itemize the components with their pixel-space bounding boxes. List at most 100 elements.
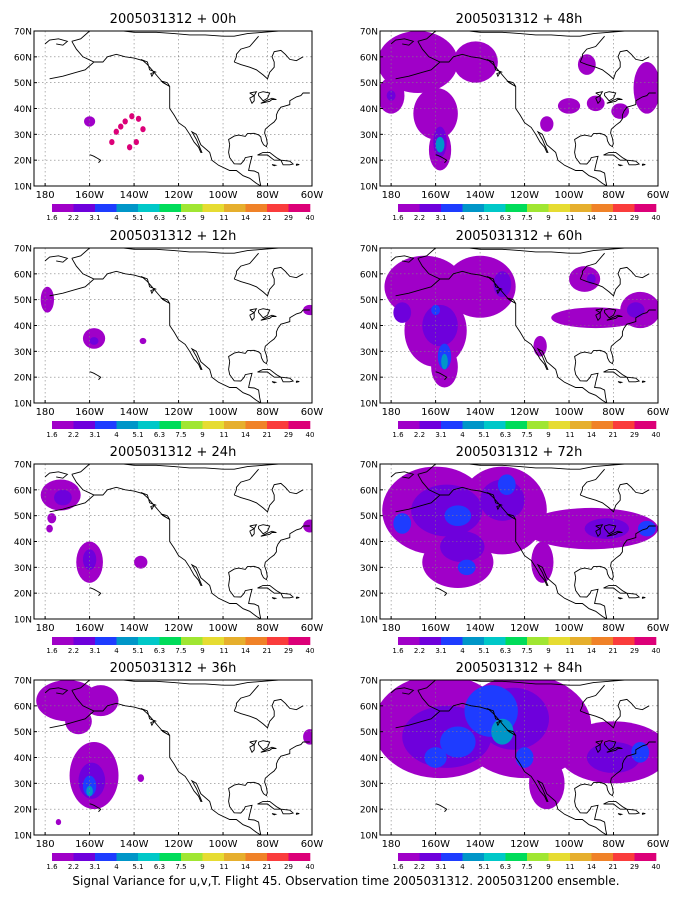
colorbar-swatch [441, 853, 463, 861]
variance-field [36, 680, 312, 826]
colorbar-swatch [52, 853, 74, 861]
colorbar-label: 40 [306, 431, 315, 439]
colorbar-label: 1.6 [392, 647, 404, 655]
x-tick-label: 140W [120, 407, 149, 418]
colorbar-label: 29 [630, 431, 639, 439]
colorbar-swatch [398, 421, 420, 429]
y-tick-label: 70N [360, 245, 378, 255]
y-tick-label: 60N [14, 270, 32, 280]
variance-blob [393, 513, 412, 534]
colorbar-label: 7.5 [175, 431, 186, 439]
variance-blob [441, 353, 448, 370]
colorbar-swatch [224, 853, 246, 861]
colorbar-label: 11 [566, 863, 575, 871]
colorbar-label: 9 [546, 863, 550, 871]
variance-field [84, 113, 146, 151]
panel-title: 2005031312 + 12h [110, 229, 237, 244]
colorbar-label: 2.2 [414, 863, 425, 871]
colorbar-label: 9 [200, 863, 204, 871]
colorbar-swatch [441, 421, 463, 429]
x-tick-label: 80W [602, 623, 625, 634]
colorbar-swatch [116, 204, 139, 212]
colorbar-label: 5.1 [478, 214, 489, 222]
gridlines [34, 31, 312, 186]
x-tick-label: 120W [164, 407, 193, 418]
x-tick-label: 160W [421, 623, 450, 634]
panel-title: 2005031312 + 00h [110, 12, 237, 27]
x-tick-label: 180 [36, 623, 55, 634]
panel-title: 2005031312 + 24h [110, 445, 237, 460]
variance-blob [431, 304, 441, 316]
colorbar-label: 2.2 [68, 431, 79, 439]
y-tick-label: 70N [360, 677, 378, 687]
panel-title: 2005031312 + 72h [456, 445, 583, 460]
colorbar-swatch [138, 421, 160, 429]
colorbar-label: 7.5 [521, 431, 532, 439]
colorbar-swatch [591, 421, 614, 429]
variance-field [380, 680, 658, 810]
y-tick-label: 50N [360, 296, 378, 306]
colorbar-label: 7.5 [521, 863, 532, 871]
colorbar-label: 5.1 [132, 431, 143, 439]
y-tick-label: 70N [14, 28, 32, 38]
variance-field [382, 466, 658, 589]
colorbar-swatch [181, 421, 203, 429]
y-tick-label: 20N [360, 806, 378, 816]
colorbar-label: 2.2 [414, 647, 425, 655]
y-tick-label: 20N [14, 374, 32, 384]
variance-blob [586, 273, 596, 285]
colorbar-label: 21 [263, 431, 272, 439]
colorbar-swatch [505, 637, 528, 645]
colorbar-swatch [591, 637, 614, 645]
y-tick-label: 20N [360, 590, 378, 600]
colorbar-label: 3.1 [89, 214, 100, 222]
colorbar-label: 14 [587, 431, 596, 439]
x-tick-label: 60W [647, 407, 670, 418]
colorbar-label: 3.1 [89, 863, 100, 871]
colorbar-swatch [527, 637, 549, 645]
y-tick-label: 30N [360, 780, 378, 790]
colorbar-label: 21 [263, 214, 272, 222]
x-tick-label: 180 [36, 839, 55, 850]
variance-blob [453, 41, 498, 83]
colorbar-swatch [159, 421, 182, 429]
colorbar-swatch [441, 204, 463, 212]
colorbar-swatch [224, 637, 246, 645]
x-tick-label: 180 [382, 190, 401, 201]
colorbar-label: 4 [114, 863, 119, 871]
y-tick-label: 10N [360, 400, 378, 410]
y-tick-label: 20N [360, 374, 378, 384]
x-tick-label: 100W [209, 839, 238, 850]
x-tick-label: 140W [466, 623, 495, 634]
colorbar-label: 1.6 [392, 214, 404, 222]
variance-blob [137, 774, 145, 783]
y-tick-label: 50N [360, 512, 378, 522]
colorbar-label: 4 [460, 431, 465, 439]
panel-1: 2005031312 + 12h 10N 20N 30N 40N 50N 60N 70N 180… [14, 229, 324, 439]
y-tick-label: 40N [360, 538, 378, 548]
variance-blob [140, 126, 146, 133]
colorbar-swatch [202, 204, 225, 212]
colorbar-swatch [484, 637, 506, 645]
colorbar-swatch [52, 421, 74, 429]
colorbar-swatch [95, 637, 117, 645]
gridlines [380, 248, 658, 403]
x-tick-label: 140W [466, 190, 495, 201]
colorbar-label: 6.3 [154, 647, 165, 655]
x-tick-label: 160W [421, 190, 450, 201]
colorbar-label: 1.6 [392, 863, 404, 871]
x-tick-label: 140W [466, 839, 495, 850]
gridlines [34, 680, 312, 835]
y-tick-label: 40N [14, 105, 32, 115]
variance-blob [626, 302, 645, 318]
colorbar-label: 14 [587, 214, 596, 222]
colorbar-swatch [484, 204, 506, 212]
colorbar-label: 4 [460, 647, 465, 655]
x-tick-label: 100W [209, 623, 238, 634]
colorbar-swatch [570, 853, 592, 861]
variance-blob [491, 718, 514, 745]
colorbar-label: 14 [587, 863, 596, 871]
y-tick-label: 10N [14, 616, 32, 626]
colorbar-label: 4 [460, 214, 465, 222]
colorbar-label: 4 [114, 431, 119, 439]
